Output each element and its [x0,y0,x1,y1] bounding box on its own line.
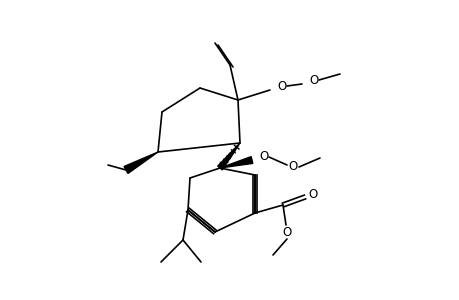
Text: O: O [309,74,318,86]
Polygon shape [217,143,240,170]
Polygon shape [124,152,157,173]
Polygon shape [219,157,252,168]
Text: O: O [308,188,317,202]
Text: O: O [288,160,297,173]
Text: O: O [277,80,286,92]
Text: O: O [259,151,268,164]
Text: O: O [282,226,291,238]
